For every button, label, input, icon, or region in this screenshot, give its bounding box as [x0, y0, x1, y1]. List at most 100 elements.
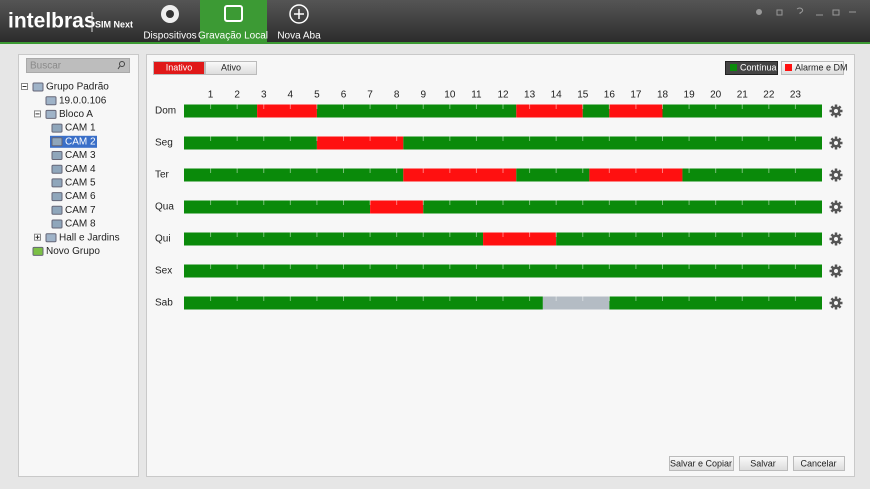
- settings-gear[interactable]: [829, 200, 843, 214]
- search-placeholder: Buscar: [30, 61, 62, 72]
- tree-label[interactable]: Grupo Padrão: [46, 82, 109, 93]
- schedule-segment[interactable]: [516, 104, 583, 118]
- schedule-segment[interactable]: [184, 104, 258, 118]
- hour-label: 1: [208, 90, 214, 101]
- legend-button[interactable]: [781, 61, 844, 75]
- day-label: Sab: [155, 298, 173, 309]
- tree-expander[interactable]: [35, 235, 40, 240]
- tab[interactable]: Dispositivos: [143, 31, 196, 42]
- top-bar-accent: [0, 42, 870, 44]
- tree-icon: [51, 219, 63, 229]
- schedule-segment[interactable]: [316, 104, 517, 118]
- legend-label[interactable]: Contínua: [740, 62, 777, 72]
- schedule-segment[interactable]: [609, 296, 822, 310]
- settings-gear[interactable]: [829, 104, 843, 118]
- schedule-segment[interactable]: [582, 104, 610, 118]
- gear-hole[interactable]: [834, 205, 838, 209]
- legend-button[interactable]: [725, 61, 778, 75]
- hour-label: 20: [710, 90, 722, 101]
- mode-button[interactable]: [205, 61, 257, 75]
- schedule-segment[interactable]: [184, 136, 317, 150]
- gear-hole[interactable]: [834, 301, 838, 305]
- hour-label: 4: [288, 90, 294, 101]
- window-controls[interactable]: [756, 7, 857, 16]
- tab[interactable]: Gravação Local: [198, 31, 268, 42]
- settings-gear[interactable]: [829, 136, 843, 150]
- settings-gear[interactable]: [829, 264, 843, 278]
- schedule-segment[interactable]: [184, 264, 822, 278]
- day-label: Dom: [155, 106, 176, 117]
- tree-label[interactable]: CAM 8: [65, 219, 96, 230]
- legend-swatch: [730, 64, 737, 71]
- tab-icon: [294, 9, 304, 19]
- footer-button[interactable]: [739, 456, 788, 471]
- schedule-segment[interactable]: [483, 232, 557, 246]
- tree-label[interactable]: Bloco A: [59, 109, 93, 120]
- tree-label[interactable]: CAM 1: [65, 123, 96, 134]
- mode-button-label[interactable]: Ativo: [221, 62, 241, 72]
- gear-hole[interactable]: [834, 237, 838, 241]
- tree-icon: [32, 246, 44, 256]
- schedule-segment[interactable]: [370, 200, 424, 214]
- schedule-segment[interactable]: [184, 232, 484, 246]
- footer-button[interactable]: [669, 456, 734, 471]
- search-icon[interactable]: [119, 61, 125, 67]
- search-icon: [117, 65, 121, 70]
- mode-button[interactable]: [153, 61, 205, 75]
- user-icon[interactable]: [756, 9, 762, 15]
- schedule-segment[interactable]: [556, 232, 822, 246]
- tree-label[interactable]: CAM 3: [65, 150, 96, 161]
- schedule-segment[interactable]: [403, 136, 822, 150]
- schedule-segment[interactable]: [403, 168, 517, 182]
- schedule-segment[interactable]: [257, 104, 317, 118]
- footer-button[interactable]: [793, 456, 845, 471]
- tree-label[interactable]: Novo Grupo: [46, 246, 100, 257]
- tree-icon: [32, 82, 44, 92]
- legend-swatch: [785, 64, 792, 71]
- tab-icon: [166, 10, 174, 18]
- day-label: Qua: [155, 202, 174, 213]
- schedule-segment[interactable]: [542, 296, 610, 310]
- tree-label[interactable]: CAM 2: [65, 136, 96, 147]
- schedule: Inativo Ativo Contínua Alarme e DM1 2 3 4 5 6 7 8 9…: [153, 61, 848, 471]
- tree-label[interactable]: CAM 6: [65, 191, 96, 202]
- gear-hole[interactable]: [834, 109, 838, 113]
- top-bar: [0, 0, 870, 44]
- help-icon[interactable]: [796, 7, 804, 14]
- schedule-segment[interactable]: [609, 104, 663, 118]
- schedule-segment[interactable]: [184, 168, 404, 182]
- schedule-segment[interactable]: [184, 296, 543, 310]
- schedule-segment[interactable]: [662, 104, 823, 118]
- settings-gear[interactable]: [829, 296, 843, 310]
- schedule-segment[interactable]: [184, 200, 371, 214]
- schedule-segment[interactable]: [516, 168, 590, 182]
- hour-label: 21: [737, 90, 749, 101]
- hour-label: 7: [367, 90, 373, 101]
- tab[interactable]: Nova Aba: [277, 31, 321, 42]
- lock-icon[interactable]: [776, 9, 783, 16]
- search-box[interactable]: [26, 58, 130, 73]
- tree-label[interactable]: 19.0.0.106: [59, 95, 107, 106]
- tree-label[interactable]: CAM 5: [65, 178, 96, 189]
- schedule-segment[interactable]: [589, 168, 683, 182]
- settings-gear[interactable]: [829, 168, 843, 182]
- tree-label[interactable]: CAM 7: [65, 205, 96, 216]
- gear-hole[interactable]: [834, 141, 838, 145]
- gear-hole[interactable]: [834, 173, 838, 177]
- mode-button-label[interactable]: Inativo: [166, 62, 193, 72]
- footer-button-label[interactable]: Cancelar: [800, 458, 836, 468]
- settings-gear[interactable]: [829, 232, 843, 246]
- tree-icon: [51, 164, 63, 174]
- footer-button-label[interactable]: Salvar e Copiar: [670, 458, 732, 468]
- footer-button-label[interactable]: Salvar: [750, 458, 776, 468]
- legend-label[interactable]: Alarme e DM: [795, 62, 848, 72]
- maximize[interactable]: [832, 9, 840, 16]
- schedule-segment[interactable]: [682, 168, 822, 182]
- tree-label[interactable]: Hall e Jardins: [59, 232, 120, 243]
- gear-hole[interactable]: [834, 269, 838, 273]
- hour-label: 14: [551, 90, 563, 101]
- schedule-segment[interactable]: [423, 200, 822, 214]
- schedule-segment[interactable]: [316, 136, 404, 150]
- tree-label[interactable]: CAM 4: [65, 164, 96, 175]
